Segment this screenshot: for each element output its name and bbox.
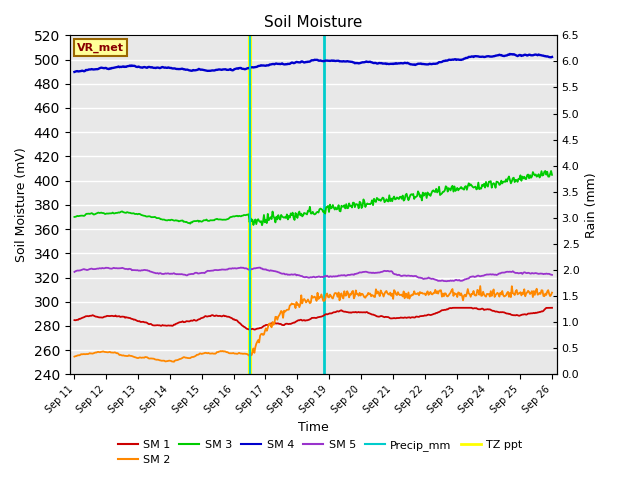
Y-axis label: Rain (mm): Rain (mm) xyxy=(585,172,598,238)
Y-axis label: Soil Moisture (mV): Soil Moisture (mV) xyxy=(15,147,28,262)
Title: Soil Moisture: Soil Moisture xyxy=(264,15,362,30)
X-axis label: Time: Time xyxy=(298,421,328,434)
Legend: SM 1, SM 2, SM 3, SM 4, SM 5, Precip_mm, TZ ppt: SM 1, SM 2, SM 3, SM 4, SM 5, Precip_mm,… xyxy=(113,435,527,469)
Text: VR_met: VR_met xyxy=(77,43,124,53)
